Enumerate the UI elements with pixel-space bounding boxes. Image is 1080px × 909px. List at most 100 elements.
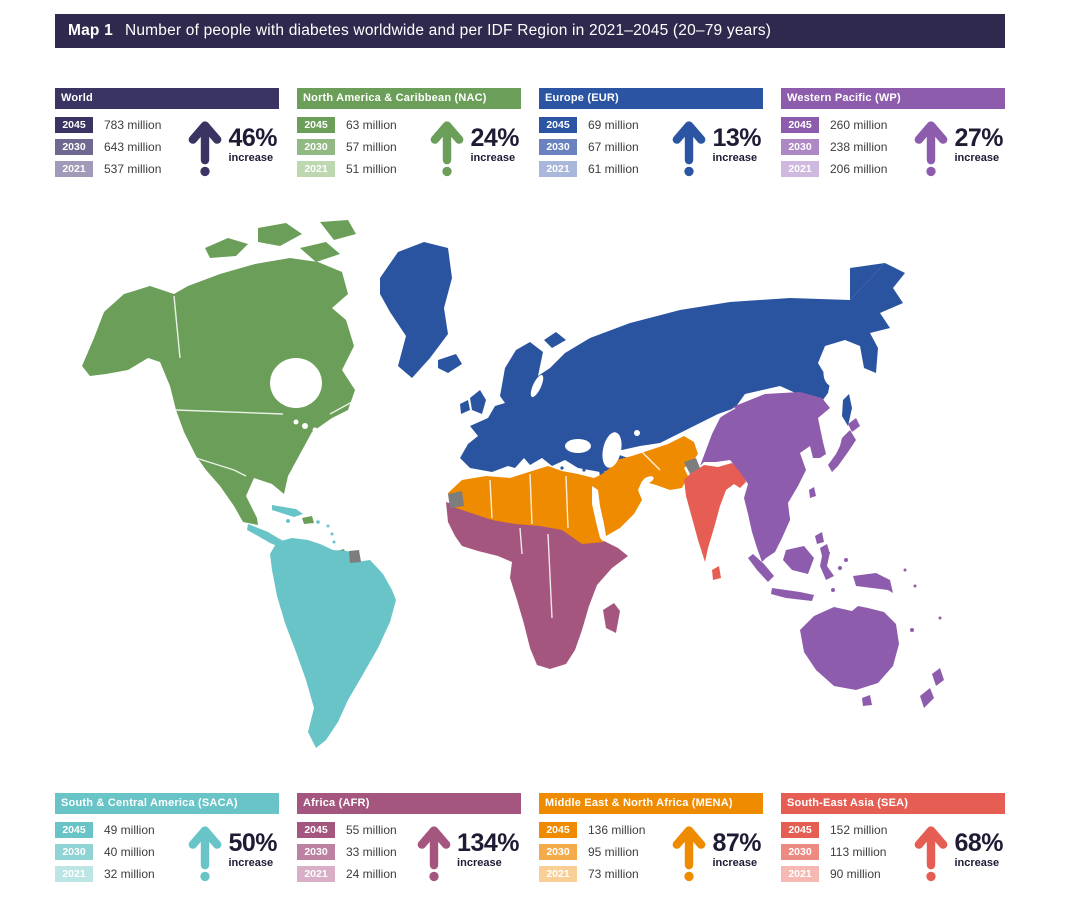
stat-value: 24 million <box>346 867 397 881</box>
region-panel-wp: Western Pacific (WP) 2045 260 million 20… <box>781 88 1005 180</box>
stat-value: 73 million <box>588 867 639 881</box>
increase-label: increase <box>228 857 274 869</box>
increase-percentage: 13% <box>712 124 761 152</box>
stat-value: 537 million <box>104 162 162 176</box>
stat-row-2045: 2045 49 million <box>55 822 155 838</box>
stat-row-2030: 2030 95 million <box>539 844 645 860</box>
stat-row-2021: 2021 537 million <box>55 161 161 177</box>
year-badge: 2045 <box>781 117 819 133</box>
stat-row-2045: 2045 55 million <box>297 822 397 838</box>
year-badge: 2045 <box>297 822 335 838</box>
increase-percentage: 50% <box>228 829 277 857</box>
year-badge: 2045 <box>55 822 93 838</box>
up-arrow-icon <box>189 826 222 882</box>
increase-block: 46% increase <box>188 119 279 177</box>
year-badge: 2045 <box>55 117 93 133</box>
year-badge: 2045 <box>781 822 819 838</box>
stat-row-2030: 2030 57 million <box>297 139 397 155</box>
year-badge: 2045 <box>297 117 335 133</box>
stat-value: 238 million <box>830 140 888 154</box>
stat-value: 49 million <box>104 823 155 837</box>
region-panel-mena: Middle East & North Africa (MENA) 2045 1… <box>539 793 763 885</box>
stat-row-2045: 2045 136 million <box>539 822 645 838</box>
stat-row-2021: 2021 90 million <box>781 866 887 882</box>
region-panel-saca: South & Central America (SACA) 2045 49 m… <box>55 793 279 885</box>
stat-row-2045: 2045 63 million <box>297 117 397 133</box>
map-country-borders <box>173 295 736 619</box>
page-title: Number of people with diabetes worldwide… <box>124 22 772 39</box>
map-region-north-america <box>82 220 356 563</box>
increase-block: 87% increase <box>672 824 763 882</box>
increase-block: 13% increase <box>672 119 763 177</box>
stat-row-2030: 2030 33 million <box>297 844 397 860</box>
stat-value: 33 million <box>346 845 397 859</box>
panel-header-nac: North America & Caribbean (NAC) <box>297 88 521 109</box>
up-arrow-icon <box>417 826 451 882</box>
stat-row-2030: 2030 67 million <box>539 139 639 155</box>
stat-value: 57 million <box>346 140 397 154</box>
year-badge: 2021 <box>297 161 335 177</box>
top-panel-row: World 2045 783 million 2030 643 million … <box>55 88 1005 180</box>
year-badge: 2021 <box>539 161 577 177</box>
world-map-svg <box>82 220 944 748</box>
year-badge: 2021 <box>781 866 819 882</box>
increase-block: 134% increase <box>417 824 521 882</box>
year-badge: 2021 <box>539 866 577 882</box>
stat-row-2021: 2021 206 million <box>781 161 887 177</box>
stat-value: 40 million <box>104 845 155 859</box>
year-badge: 2030 <box>539 844 577 860</box>
stat-value: 152 million <box>830 823 888 837</box>
map-number-label: Map 1 <box>68 22 113 39</box>
panel-header-afr: Africa (AFR) <box>297 793 521 814</box>
world-map <box>0 218 1080 778</box>
stat-row-2030: 2030 40 million <box>55 844 155 860</box>
bottom-panel-row: South & Central America (SACA) 2045 49 m… <box>55 793 1005 885</box>
year-badge: 2045 <box>539 822 577 838</box>
stat-value: 136 million <box>588 823 646 837</box>
increase-label: increase <box>470 152 516 164</box>
map-water-details <box>270 352 853 484</box>
map-region-africa <box>446 502 628 669</box>
increase-label: increase <box>712 152 758 164</box>
stat-value: 63 million <box>346 118 397 132</box>
year-badge: 2021 <box>781 161 819 177</box>
stat-row-2021: 2021 24 million <box>297 866 397 882</box>
increase-block: 50% increase <box>188 824 279 882</box>
increase-percentage: 87% <box>712 829 761 857</box>
stat-value: 61 million <box>588 162 639 176</box>
stat-value: 51 million <box>346 162 397 176</box>
year-badge: 2030 <box>55 844 93 860</box>
stat-row-2021: 2021 73 million <box>539 866 645 882</box>
stat-row-2030: 2030 113 million <box>781 844 887 860</box>
panel-header-wp: Western Pacific (WP) <box>781 88 1005 109</box>
region-panel-eur: Europe (EUR) 2045 69 million 2030 67 mil… <box>539 88 763 180</box>
increase-block: 27% increase <box>914 119 1005 177</box>
increase-block: 24% increase <box>430 119 521 177</box>
year-badge: 2030 <box>781 139 819 155</box>
year-badge: 2045 <box>539 117 577 133</box>
map-region-south-east-asia <box>684 463 746 580</box>
up-arrow-icon <box>673 826 706 882</box>
up-arrow-icon <box>915 826 948 882</box>
map-region-middle-east-north-africa <box>448 436 698 544</box>
stat-value: 206 million <box>830 162 888 176</box>
stat-row-2021: 2021 61 million <box>539 161 639 177</box>
stat-row-2030: 2030 238 million <box>781 139 887 155</box>
increase-percentage: 68% <box>954 829 1003 857</box>
stat-value: 95 million <box>588 845 639 859</box>
increase-percentage: 24% <box>470 124 519 152</box>
map-region-no-data <box>349 458 700 563</box>
stat-row-2021: 2021 32 million <box>55 866 155 882</box>
stat-row-2045: 2045 783 million <box>55 117 161 133</box>
panel-header-sea: South-East Asia (SEA) <box>781 793 1005 814</box>
region-panel-afr: Africa (AFR) 2045 55 million 2030 33 mil… <box>297 793 521 885</box>
stat-row-2045: 2045 152 million <box>781 822 887 838</box>
stat-value: 67 million <box>588 140 639 154</box>
year-badge: 2030 <box>539 139 577 155</box>
stat-value: 32 million <box>104 867 155 881</box>
year-badge: 2030 <box>55 139 93 155</box>
increase-percentage: 27% <box>954 124 1003 152</box>
stat-value: 69 million <box>588 118 639 132</box>
up-arrow-icon <box>431 121 464 177</box>
